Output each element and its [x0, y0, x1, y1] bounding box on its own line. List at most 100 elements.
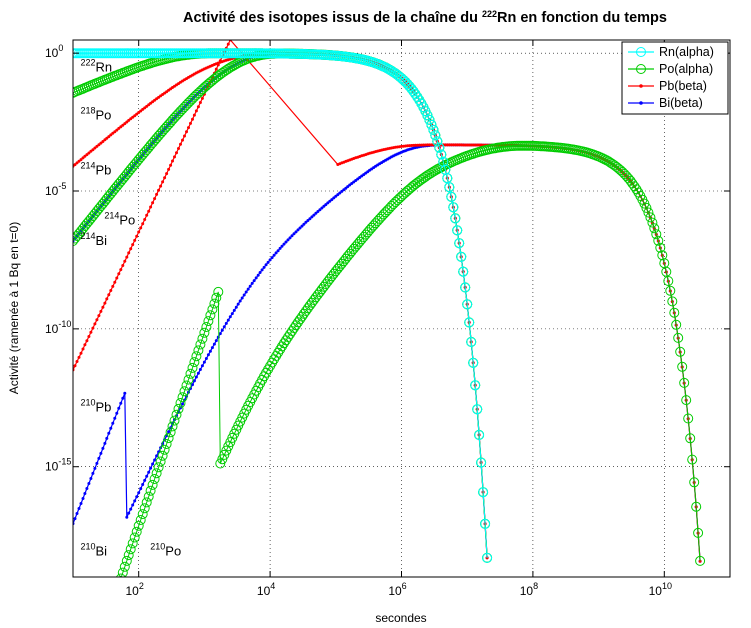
data-point	[147, 471, 150, 474]
data-point	[271, 256, 274, 259]
y-tick-label: 100	[45, 43, 63, 60]
legend-label: Pb(beta)	[659, 79, 707, 93]
data-point	[159, 185, 162, 188]
data-point	[197, 372, 200, 375]
data-point	[80, 502, 83, 505]
data-point	[111, 285, 114, 288]
data-point	[187, 126, 190, 129]
legend-marker	[639, 101, 643, 105]
data-point	[167, 430, 170, 433]
data-point	[125, 516, 128, 519]
data-point	[82, 348, 85, 351]
data-point	[221, 329, 224, 332]
data-point	[277, 249, 280, 252]
data-point	[127, 251, 130, 254]
data-point	[211, 346, 214, 349]
x-tick-label: 102	[126, 581, 144, 598]
y-axis-label: Activité (ramenée à 1 Bq en t=0)	[7, 222, 21, 394]
data-point	[217, 63, 220, 66]
data-point	[227, 43, 230, 46]
data-point	[103, 302, 106, 305]
data-point	[185, 130, 188, 133]
data-point	[165, 172, 168, 175]
data-point	[99, 310, 102, 313]
data-point	[215, 339, 218, 342]
data-point	[115, 277, 118, 280]
data-point	[175, 151, 178, 154]
data-point	[127, 512, 130, 515]
data-point	[103, 442, 106, 445]
data-point	[195, 109, 198, 112]
data-point	[199, 368, 202, 371]
data-point	[117, 272, 120, 275]
data-point	[133, 239, 136, 242]
data-point	[145, 214, 148, 217]
data-point	[91, 327, 94, 330]
data-point	[179, 143, 182, 146]
data-point	[201, 97, 204, 100]
data-point	[149, 206, 152, 209]
data-point	[119, 268, 122, 271]
data-point	[231, 312, 234, 315]
legend: Rn(alpha) Po(alpha) Pb(beta) Bi(beta)	[622, 42, 728, 114]
data-point	[181, 139, 184, 142]
data-point	[237, 303, 240, 306]
data-point	[82, 497, 85, 500]
data-point	[123, 392, 126, 395]
data-point	[143, 479, 146, 482]
data-point	[131, 243, 134, 246]
data-point	[137, 491, 140, 494]
data-point	[76, 512, 79, 515]
data-point	[195, 376, 198, 379]
data-point	[155, 193, 158, 196]
x-tick-label: 108	[520, 581, 538, 598]
data-point	[229, 315, 232, 318]
data-point	[215, 68, 218, 71]
y-tick-label: 10-5	[45, 181, 66, 198]
data-point	[273, 254, 276, 257]
data-point	[213, 343, 216, 346]
data-point	[109, 289, 112, 292]
data-point	[87, 482, 90, 485]
data-point	[93, 467, 96, 470]
data-point	[199, 101, 202, 104]
data-point	[167, 168, 170, 171]
data-point	[173, 155, 176, 158]
data-point	[89, 331, 92, 334]
data-point	[137, 231, 140, 234]
data-point	[139, 487, 142, 490]
data-point	[85, 339, 88, 342]
data-point	[97, 457, 100, 460]
data-point	[129, 508, 132, 511]
data-point	[151, 201, 154, 204]
data-point	[113, 281, 116, 284]
data-point	[169, 164, 172, 167]
data-point	[83, 492, 86, 495]
data-point	[217, 336, 220, 339]
data-point	[95, 318, 98, 321]
data-point	[177, 147, 180, 150]
data-point	[257, 274, 260, 277]
data-point	[163, 176, 166, 179]
data-point	[95, 462, 98, 465]
legend-label: Bi(beta)	[659, 96, 703, 110]
data-point	[151, 463, 154, 466]
data-point	[80, 352, 83, 355]
data-point	[143, 218, 146, 221]
data-point	[235, 306, 238, 309]
data-point	[105, 437, 108, 440]
data-point	[87, 335, 90, 338]
data-point	[91, 472, 94, 475]
data-point	[141, 483, 144, 486]
data-point	[123, 260, 126, 263]
data-point	[255, 276, 258, 279]
data-point	[107, 293, 110, 296]
data-point	[243, 294, 246, 297]
data-point	[97, 314, 100, 317]
legend-marker	[639, 84, 643, 88]
data-point	[89, 477, 92, 480]
data-point	[203, 361, 206, 364]
data-point	[249, 285, 252, 288]
data-point	[121, 264, 124, 267]
data-point	[267, 261, 270, 264]
